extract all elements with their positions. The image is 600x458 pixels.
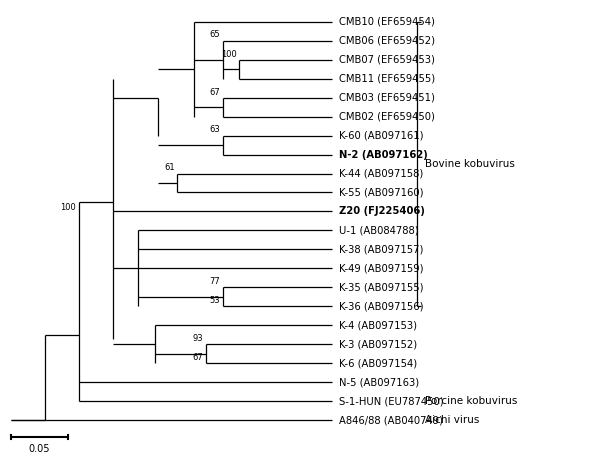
Text: 100: 100 (221, 50, 236, 60)
Text: K-38 (AB097157): K-38 (AB097157) (339, 245, 424, 254)
Text: CMB11 (EF659455): CMB11 (EF659455) (339, 74, 435, 84)
Text: Porcine kobuvirus: Porcine kobuvirus (425, 396, 518, 406)
Text: 93: 93 (192, 334, 203, 343)
Text: CMB02 (EF659450): CMB02 (EF659450) (339, 112, 435, 121)
Text: K-6 (AB097154): K-6 (AB097154) (339, 358, 417, 368)
Text: U-1 (AB084788): U-1 (AB084788) (339, 225, 419, 235)
Text: CMB03 (EF659451): CMB03 (EF659451) (339, 93, 435, 103)
Text: S-1-HUN (EU787450): S-1-HUN (EU787450) (339, 396, 444, 406)
Text: K-44 (AB097158): K-44 (AB097158) (339, 169, 424, 179)
Text: Z20 (FJ225406): Z20 (FJ225406) (339, 207, 425, 217)
Text: Aichi virus: Aichi virus (425, 415, 480, 425)
Text: 77: 77 (209, 277, 220, 286)
Text: K-35 (AB097155): K-35 (AB097155) (339, 282, 424, 292)
Text: 65: 65 (209, 30, 220, 38)
Text: K-4 (AB097153): K-4 (AB097153) (339, 320, 417, 330)
Text: CMB07 (EF659453): CMB07 (EF659453) (339, 55, 435, 65)
Text: CMB10 (EF659454): CMB10 (EF659454) (339, 17, 435, 27)
Text: Bovine kobuvirus: Bovine kobuvirus (425, 159, 515, 169)
Text: K-36 (AB097156): K-36 (AB097156) (339, 301, 424, 311)
Text: 67: 67 (209, 88, 220, 98)
Text: 0.05: 0.05 (29, 444, 50, 454)
Text: CMB06 (EF659452): CMB06 (EF659452) (339, 36, 435, 46)
Text: A846/88 (AB040749): A846/88 (AB040749) (339, 415, 443, 425)
Text: 67: 67 (192, 353, 203, 362)
Text: K-55 (AB097160): K-55 (AB097160) (339, 187, 424, 197)
Text: 61: 61 (164, 164, 175, 172)
Text: K-3 (AB097152): K-3 (AB097152) (339, 339, 417, 349)
Text: N-2 (AB097162): N-2 (AB097162) (339, 149, 428, 159)
Text: N-5 (AB097163): N-5 (AB097163) (339, 377, 419, 387)
Text: 63: 63 (209, 125, 220, 134)
Text: K-49 (AB097159): K-49 (AB097159) (339, 263, 424, 273)
Text: 100: 100 (60, 203, 76, 212)
Text: K-60 (AB097161): K-60 (AB097161) (339, 131, 424, 141)
Text: 53: 53 (209, 296, 220, 305)
